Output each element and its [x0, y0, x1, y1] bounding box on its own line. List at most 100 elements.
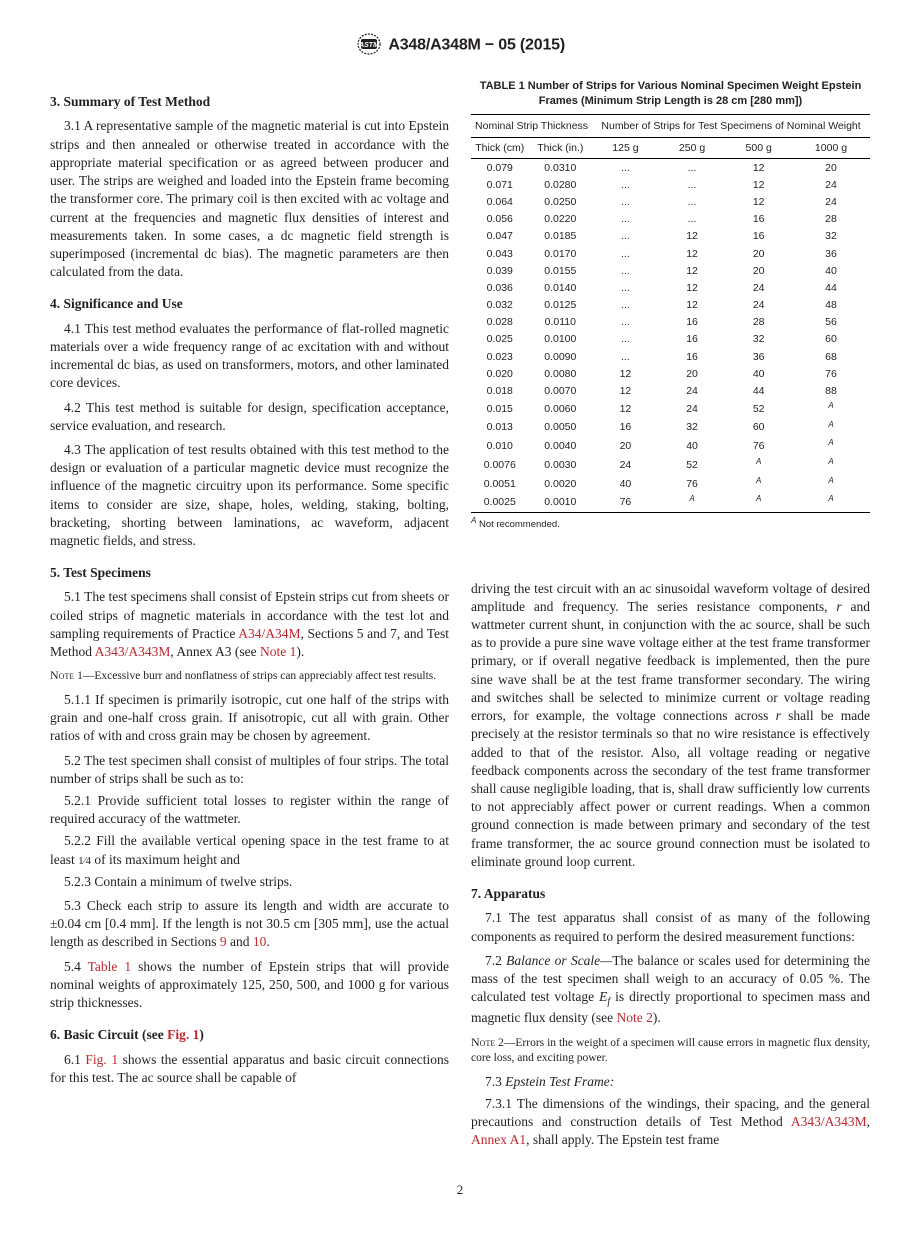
- table-cell: 0.0100: [529, 331, 593, 348]
- th-125: 125 g: [592, 137, 659, 158]
- ref-a34[interactable]: A34/A34M: [238, 626, 300, 641]
- table-cell: A: [725, 493, 792, 512]
- para-5-2-2: 5.2.2 Fill the available vertical openin…: [50, 832, 449, 868]
- table-1: Nominal Strip Thickness Number of Strips…: [471, 114, 870, 513]
- table-row: 0.0560.0220......1628: [471, 211, 870, 228]
- table-row: 0.0280.0110...162856: [471, 314, 870, 331]
- table-cell: 24: [592, 456, 659, 475]
- standard-id: A348/A348M − 05 (2015): [388, 37, 565, 54]
- section-4-head: 4. Significance and Use: [50, 295, 449, 313]
- table-cell: 76: [792, 365, 870, 382]
- table-cell: 16: [725, 211, 792, 228]
- para-5-2-1: 5.2.1 Provide sufficient total losses to…: [50, 792, 449, 828]
- table-cell: 20: [725, 245, 792, 262]
- table-cell: 24: [659, 382, 726, 399]
- table-cell: 28: [725, 314, 792, 331]
- table-cell: 40: [659, 437, 726, 456]
- table-cell: 20: [725, 262, 792, 279]
- para-5-4: 5.4 Table 1 shows the number of Epstein …: [50, 958, 449, 1013]
- table-cell: 0.020: [471, 365, 529, 382]
- table-cell: 0.039: [471, 262, 529, 279]
- table-cell: 24: [792, 176, 870, 193]
- table-cell: 0.0250: [529, 194, 593, 211]
- table-cell: 0.0170: [529, 245, 593, 262]
- table-cell: 52: [659, 456, 726, 475]
- table-cell: 0.0076: [471, 456, 529, 475]
- table-1-title: TABLE 1 Number of Strips for Various Nom…: [471, 79, 870, 108]
- para-4-2: 4.2 This test method is suitable for des…: [50, 399, 449, 435]
- note-2: Note 2—Errors in the weight of a specime…: [471, 1034, 870, 1067]
- section-7-head: 7. Apparatus: [471, 885, 870, 903]
- table-cell: 0.0140: [529, 279, 593, 296]
- th-in: Thick (in.): [529, 137, 593, 158]
- table-cell: 0.018: [471, 382, 529, 399]
- table-row: 0.0230.0090...163668: [471, 348, 870, 365]
- table-cell: ...: [592, 331, 659, 348]
- table-cell: 0.032: [471, 297, 529, 314]
- para-7-3-1: 7.3.1 The dimensions of the windings, th…: [471, 1095, 870, 1150]
- ref-sec9[interactable]: 9: [220, 934, 227, 949]
- table-cell: 76: [659, 474, 726, 493]
- table-cell: 76: [725, 437, 792, 456]
- table-cell: 0.0060: [529, 400, 593, 419]
- ref-annex-a1[interactable]: Annex A1: [471, 1132, 526, 1147]
- ref-table1[interactable]: Table 1: [88, 959, 132, 974]
- table-cell: 12: [659, 262, 726, 279]
- note-1: Note 1—Excessive burr and nonflatness of…: [50, 667, 449, 685]
- para-7-3: 7.3 Epstein Test Frame:: [471, 1073, 870, 1091]
- table-row: 0.0130.0050163260A: [471, 418, 870, 437]
- table-cell: 0.0220: [529, 211, 593, 228]
- table-cell: 0.010: [471, 437, 529, 456]
- table-cell: 40: [592, 474, 659, 493]
- table-row: 0.0250.0100...163260: [471, 331, 870, 348]
- table-cell: 0.0280: [529, 176, 593, 193]
- table-cell: 0.0010: [529, 493, 593, 512]
- table-cell: ...: [592, 159, 659, 177]
- table-cell: 12: [725, 194, 792, 211]
- table-cell: 0.0310: [529, 159, 593, 177]
- table-cell: A: [792, 437, 870, 456]
- table-cell: 60: [725, 418, 792, 437]
- ref-note2[interactable]: Note 2: [616, 1010, 652, 1025]
- ref-a343[interactable]: A343/A343M: [95, 644, 171, 659]
- table-cell: ...: [592, 297, 659, 314]
- table-cell: 76: [592, 493, 659, 512]
- table-cell: 0.0025: [471, 493, 529, 512]
- table-cell: 0.013: [471, 418, 529, 437]
- table-cell: 0.028: [471, 314, 529, 331]
- table-cell: 24: [792, 194, 870, 211]
- table-cell: 0.071: [471, 176, 529, 193]
- table-row: 0.0390.0155...122040: [471, 262, 870, 279]
- ref-a343-2[interactable]: A343/A343M: [791, 1114, 867, 1129]
- table-cell: 32: [725, 331, 792, 348]
- table-cell: ...: [592, 176, 659, 193]
- table-cell: 0.0185: [529, 228, 593, 245]
- table-cell: 44: [792, 279, 870, 296]
- table-cell: A: [792, 456, 870, 475]
- table-row: 0.0640.0250......1224: [471, 194, 870, 211]
- table-cell: 0.0050: [529, 418, 593, 437]
- ref-fig1[interactable]: Fig. 1: [85, 1052, 118, 1067]
- table-cell: 48: [792, 297, 870, 314]
- para-5-1: 5.1 The test specimens shall consist of …: [50, 588, 449, 661]
- table-cell: 0.0125: [529, 297, 593, 314]
- right-column: TABLE 1 Number of Strips for Various Nom…: [471, 79, 870, 1153]
- left-column: 3. Summary of Test Method 3.1 A represen…: [50, 79, 449, 1153]
- two-column-layout: 3. Summary of Test Method 3.1 A represen…: [50, 79, 870, 1153]
- table-cell: ...: [592, 314, 659, 331]
- para-6-1: 6.1 Fig. 1 shows the essential apparatus…: [50, 1051, 449, 1087]
- table-cell: 0.0110: [529, 314, 593, 331]
- table-cell: 12: [659, 228, 726, 245]
- th-1000: 1000 g: [792, 137, 870, 158]
- ref-sec10[interactable]: 10: [253, 934, 267, 949]
- table-cell: 12: [659, 297, 726, 314]
- table-cell: ...: [592, 348, 659, 365]
- ref-note1[interactable]: Note 1: [260, 644, 296, 659]
- table-cell: 0.0090: [529, 348, 593, 365]
- table-cell: 56: [792, 314, 870, 331]
- table-cell: 16: [659, 314, 726, 331]
- table-cell: 20: [592, 437, 659, 456]
- table-cell: ...: [592, 245, 659, 262]
- table-cell: 0.0080: [529, 365, 593, 382]
- ref-fig1-head[interactable]: Fig. 1: [167, 1027, 199, 1042]
